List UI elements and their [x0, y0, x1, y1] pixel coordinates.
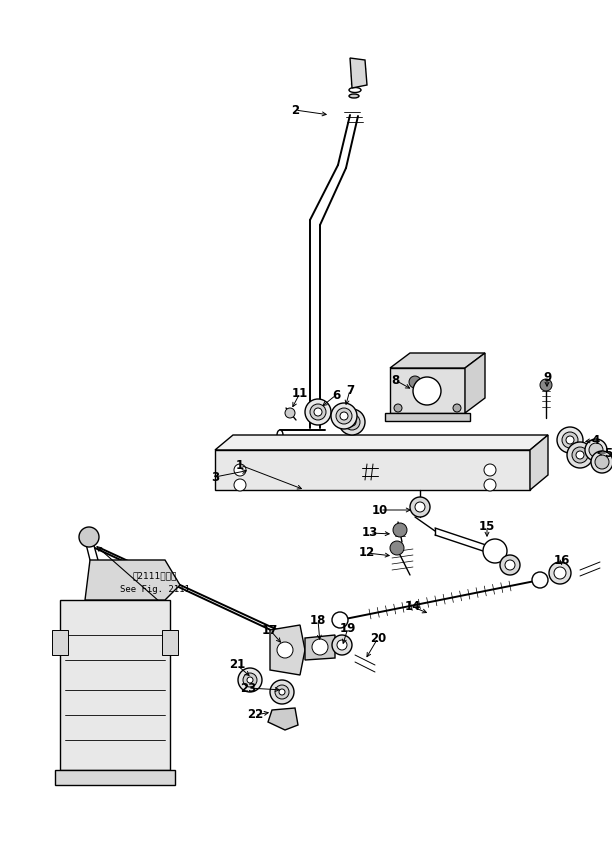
Polygon shape: [85, 560, 180, 600]
Circle shape: [562, 432, 578, 448]
Ellipse shape: [277, 430, 283, 440]
Text: 13: 13: [362, 526, 378, 539]
Polygon shape: [268, 708, 298, 730]
Circle shape: [314, 408, 322, 416]
Circle shape: [572, 447, 588, 463]
Polygon shape: [350, 58, 367, 88]
Text: 12: 12: [359, 547, 375, 559]
Circle shape: [589, 443, 603, 457]
Text: 5: 5: [604, 447, 612, 459]
Circle shape: [591, 451, 612, 473]
Circle shape: [234, 464, 246, 476]
Circle shape: [348, 418, 356, 426]
Circle shape: [549, 562, 571, 584]
Circle shape: [234, 479, 246, 491]
Circle shape: [339, 409, 365, 435]
Circle shape: [337, 640, 347, 650]
Text: 14: 14: [405, 600, 421, 613]
Circle shape: [532, 572, 548, 588]
Circle shape: [394, 404, 402, 412]
Text: 3: 3: [211, 470, 219, 484]
Circle shape: [285, 408, 295, 418]
Circle shape: [500, 555, 520, 575]
Circle shape: [247, 677, 253, 683]
Polygon shape: [390, 353, 485, 368]
Circle shape: [415, 502, 425, 512]
Polygon shape: [60, 600, 170, 770]
Polygon shape: [305, 635, 335, 660]
Circle shape: [484, 479, 496, 491]
Circle shape: [483, 539, 507, 563]
Text: 21: 21: [229, 659, 245, 671]
Circle shape: [410, 497, 430, 517]
Circle shape: [413, 377, 441, 405]
Text: 16: 16: [554, 554, 570, 568]
Polygon shape: [215, 450, 530, 490]
Polygon shape: [162, 630, 178, 655]
Circle shape: [270, 680, 294, 704]
Text: 17: 17: [262, 623, 278, 637]
Text: 第2111図参照: 第2111図参照: [133, 571, 177, 580]
Circle shape: [310, 404, 326, 420]
Circle shape: [554, 567, 566, 579]
Ellipse shape: [349, 87, 361, 93]
Circle shape: [557, 427, 583, 453]
Text: 9: 9: [543, 371, 551, 383]
Circle shape: [79, 527, 99, 547]
Text: 8: 8: [391, 373, 399, 387]
Circle shape: [336, 408, 352, 424]
Text: 6: 6: [332, 389, 340, 401]
Polygon shape: [215, 435, 548, 450]
Text: 7: 7: [346, 383, 354, 396]
Circle shape: [279, 689, 285, 695]
Circle shape: [238, 668, 262, 692]
Ellipse shape: [349, 94, 359, 98]
Circle shape: [540, 379, 552, 391]
Circle shape: [340, 412, 348, 420]
Polygon shape: [390, 368, 465, 413]
Circle shape: [331, 403, 357, 429]
Circle shape: [453, 404, 461, 412]
Circle shape: [390, 541, 404, 555]
Text: 22: 22: [247, 708, 263, 722]
Circle shape: [332, 635, 352, 655]
Text: 19: 19: [340, 621, 356, 634]
Circle shape: [332, 612, 348, 628]
Polygon shape: [52, 630, 68, 655]
Polygon shape: [385, 413, 470, 421]
Text: 15: 15: [479, 521, 495, 533]
Circle shape: [505, 560, 515, 570]
Circle shape: [312, 639, 328, 655]
Text: 10: 10: [372, 504, 388, 516]
Circle shape: [275, 685, 289, 699]
Text: 11: 11: [292, 387, 308, 399]
Circle shape: [595, 455, 609, 469]
Circle shape: [277, 642, 293, 658]
Circle shape: [576, 451, 584, 459]
Circle shape: [305, 399, 331, 425]
Text: 2: 2: [291, 103, 299, 117]
Polygon shape: [530, 435, 548, 490]
Circle shape: [409, 376, 421, 388]
Circle shape: [567, 442, 593, 468]
Text: 20: 20: [370, 632, 386, 644]
Text: See Fig. 2111: See Fig. 2111: [120, 585, 190, 594]
Circle shape: [566, 436, 574, 444]
Text: 23: 23: [240, 681, 256, 695]
Circle shape: [484, 464, 496, 476]
Circle shape: [344, 414, 360, 430]
Circle shape: [393, 523, 407, 537]
Polygon shape: [270, 625, 305, 675]
Text: 4: 4: [592, 433, 600, 447]
Polygon shape: [55, 770, 175, 785]
Text: 18: 18: [310, 613, 326, 627]
Text: 1: 1: [236, 458, 244, 472]
Circle shape: [585, 439, 607, 461]
Circle shape: [243, 673, 257, 687]
Polygon shape: [465, 353, 485, 413]
